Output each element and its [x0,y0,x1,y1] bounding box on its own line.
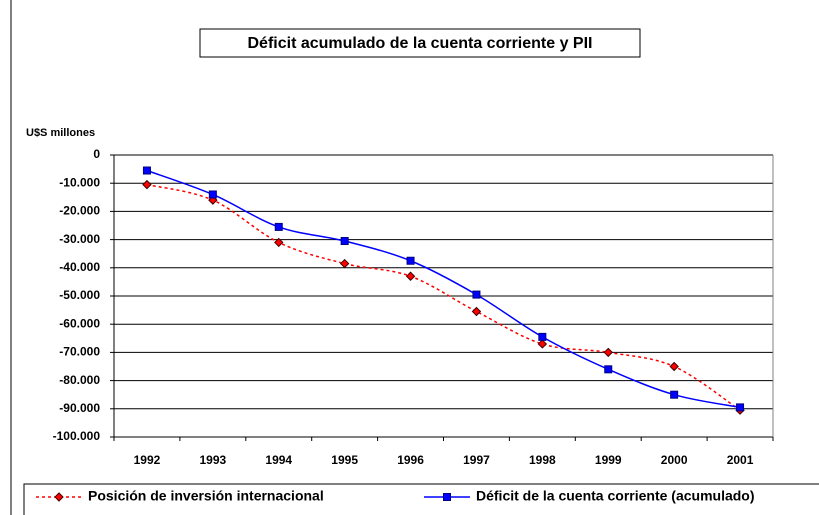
series-line [146,169,741,409]
y-tick-label: -60.000 [59,316,100,330]
x-tick-label: 1993 [199,453,226,467]
data-point [443,493,451,501]
y-tick-label: -10.000 [59,175,100,189]
x-tick-label: 1994 [265,453,292,467]
x-tick-label: 1998 [529,453,556,467]
title-box [199,28,641,58]
data-point [472,290,481,299]
data-point [537,339,548,349]
data-point [208,190,217,199]
data-point [405,271,416,281]
x-tick-label: 2000 [661,453,688,467]
y-tick-label: -70.000 [59,345,100,359]
legend-label: Déficit de la cuenta corriente (acumulad… [476,488,755,504]
y-tick-label: -50.000 [59,288,100,302]
y-tick-label: -90.000 [59,401,100,415]
x-tick-label: 2001 [727,453,754,467]
legend-box [23,483,819,515]
y-tick-label: -30.000 [59,232,100,246]
data-point [54,492,64,502]
y-tick-label: -80.000 [59,373,100,387]
series-line [146,183,741,411]
y-tick-label: -100.000 [53,429,101,443]
data-point [340,237,349,246]
y-tick-label: -40.000 [59,260,100,274]
data-point [736,403,745,412]
data-point [142,166,151,175]
data-point [603,347,613,358]
x-tick-label: 1997 [463,453,490,467]
data-point [471,306,482,317]
x-tick-label: 1999 [595,453,622,467]
data-point [142,179,152,190]
data-point [274,222,283,231]
x-tick-label: 1995 [331,453,358,467]
data-point [339,258,350,269]
data-point [669,361,679,372]
x-tick-label: 1996 [397,453,424,467]
y-axis-label: U$S millones [26,127,95,139]
x-tick-label: 1992 [134,453,161,467]
legend-label: Posición de inversión internacional [88,488,324,504]
data-point [538,332,547,341]
chart-title: Déficit acumulado de la cuenta corriente… [248,35,593,52]
y-tick-label: -20.000 [59,204,100,218]
data-point [406,256,415,265]
y-tick-label: 0 [93,147,100,161]
data-point [670,390,679,399]
data-point [274,237,284,248]
data-point [604,365,613,374]
